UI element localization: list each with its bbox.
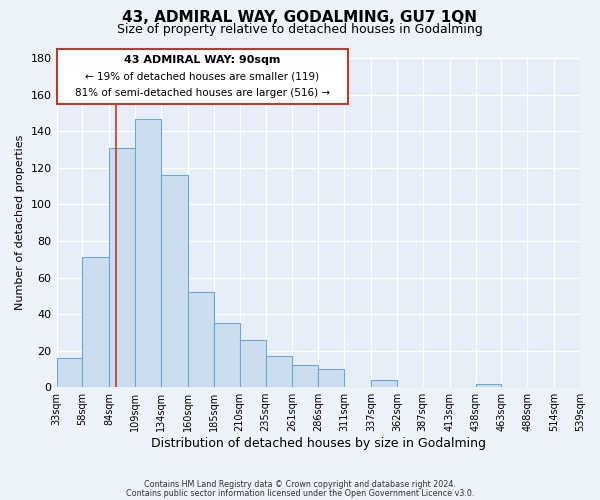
Bar [214,323,239,387]
Y-axis label: Number of detached properties: Number of detached properties [15,135,25,310]
Bar [82,258,109,387]
Bar [135,118,161,387]
Bar [266,356,292,387]
Bar [161,175,188,387]
Text: 81% of semi-detached houses are larger (516) →: 81% of semi-detached houses are larger (… [75,88,330,98]
Bar [318,369,344,387]
X-axis label: Distribution of detached houses by size in Godalming: Distribution of detached houses by size … [151,437,486,450]
Text: 43, ADMIRAL WAY, GODALMING, GU7 1QN: 43, ADMIRAL WAY, GODALMING, GU7 1QN [122,10,478,25]
Bar [292,366,318,387]
Text: ← 19% of detached houses are smaller (119): ← 19% of detached houses are smaller (11… [85,72,319,82]
Text: 43 ADMIRAL WAY: 90sqm: 43 ADMIRAL WAY: 90sqm [124,55,281,65]
Bar [371,380,397,387]
Bar [109,148,135,387]
Text: Size of property relative to detached houses in Godalming: Size of property relative to detached ho… [117,22,483,36]
Bar [188,292,214,387]
Text: Contains HM Land Registry data © Crown copyright and database right 2024.: Contains HM Land Registry data © Crown c… [144,480,456,489]
Bar [56,358,82,387]
Bar [239,340,266,387]
Bar [476,384,502,387]
Text: Contains public sector information licensed under the Open Government Licence v3: Contains public sector information licen… [126,488,474,498]
FancyBboxPatch shape [56,49,348,104]
